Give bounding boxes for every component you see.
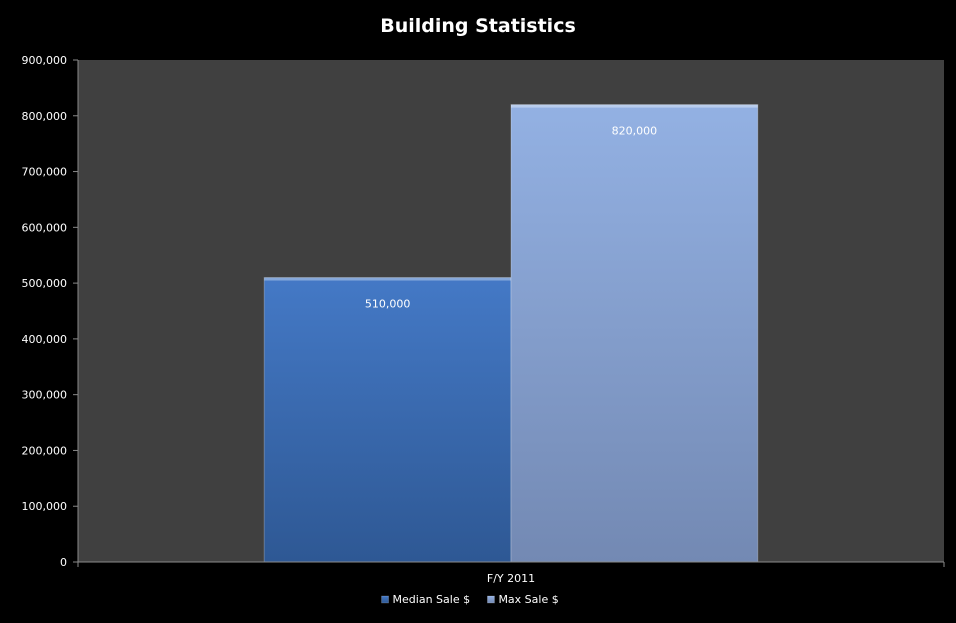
bar-bevel (264, 277, 511, 281)
legend-item: Median Sale $ (381, 593, 471, 606)
legend-swatch (381, 595, 389, 604)
y-tick-label: 800,000 (22, 110, 68, 123)
y-tick-label: 500,000 (22, 277, 68, 290)
x-axis: F/Y 2011 (77, 561, 945, 585)
y-tick-label: 400,000 (22, 333, 68, 346)
y-tick-label: 900,000 (22, 54, 68, 67)
legend: Median Sale $ Max Sale $ (381, 593, 559, 606)
bars: 510,000 820,000 (263, 104, 759, 563)
x-tick-label: F/Y 2011 (487, 572, 535, 585)
data-label: 510,000 (365, 298, 411, 311)
chart-title: Building Statistics (380, 15, 576, 37)
y-tick-label: 300,000 (22, 389, 68, 402)
legend-label: Max Sale $ (498, 593, 558, 606)
bar-median-sale (263, 277, 512, 563)
y-tick-label: 0 (60, 556, 67, 569)
y-tick-label: 200,000 (22, 444, 68, 457)
y-tick-label: 700,000 (22, 166, 68, 179)
legend-label: Median Sale $ (393, 593, 471, 606)
y-tick-label: 600,000 (22, 221, 68, 234)
legend-item: Max Sale $ (487, 593, 559, 606)
bar-bevel (511, 104, 758, 108)
bar-max-sale (510, 104, 759, 563)
y-axis: 0 100,000 200,000 300,000 400,000 500,000 600,… (22, 54, 79, 569)
legend-swatch (487, 595, 495, 604)
data-label: 820,000 (612, 125, 658, 138)
y-tick-label: 100,000 (22, 500, 68, 513)
